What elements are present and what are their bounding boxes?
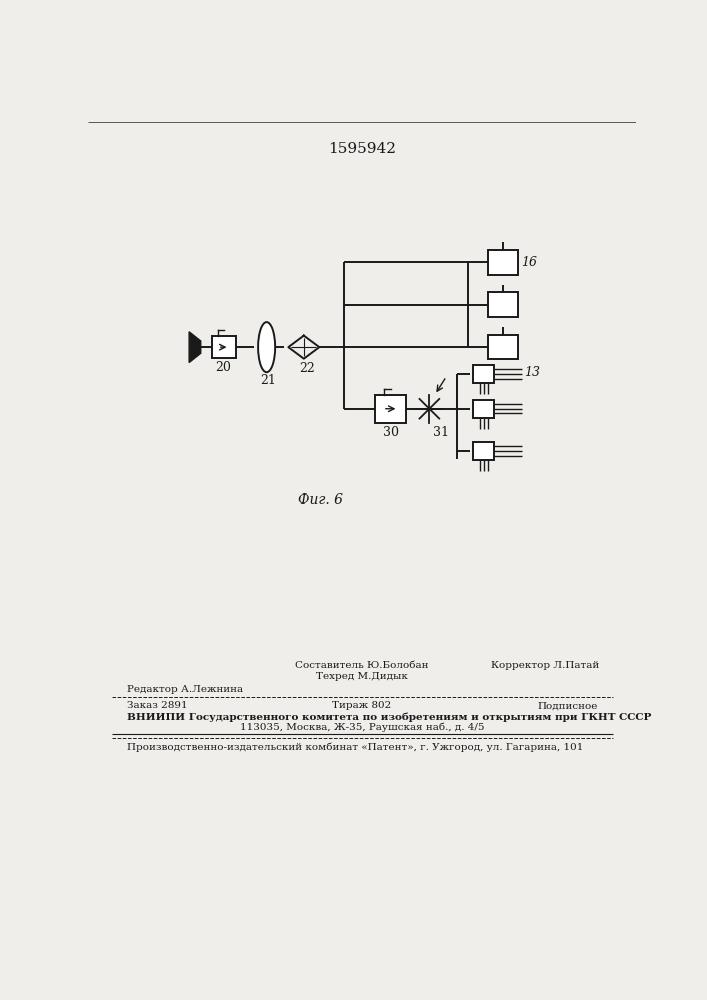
Text: 30: 30 — [383, 426, 399, 439]
Text: 1595942: 1595942 — [328, 142, 396, 156]
Text: Производственно-издательский комбинат «Патент», г. Ужгород, ул. Гагарина, 101: Производственно-издательский комбинат «П… — [127, 742, 583, 752]
Text: Тираж 802: Тираж 802 — [332, 701, 392, 710]
Bar — [489, 250, 518, 275]
Text: 21: 21 — [260, 374, 276, 387]
Text: ВНИИПИ Государственного комитета по изобретениям и открытиям при ГКНТ СССР: ВНИИПИ Государственного комитета по изоб… — [127, 712, 651, 722]
Text: Заказ 2891: Заказ 2891 — [127, 701, 188, 710]
Text: 31: 31 — [433, 426, 449, 439]
Text: 113035, Москва, Ж-35, Раушская наб., д. 4/5: 113035, Москва, Ж-35, Раушская наб., д. … — [240, 722, 484, 732]
Text: Составитель Ю.Болобан: Составитель Ю.Болобан — [296, 661, 428, 670]
Text: Редактор А.Лежнина: Редактор А.Лежнина — [127, 685, 243, 694]
Text: Фиг. 6: Фиг. 6 — [298, 493, 343, 507]
Bar — [473, 400, 494, 418]
Polygon shape — [189, 332, 201, 363]
Bar — [212, 336, 235, 358]
Bar — [473, 442, 494, 460]
Ellipse shape — [258, 322, 275, 372]
Text: Подписное: Подписное — [538, 701, 598, 710]
Bar — [473, 365, 494, 383]
Text: Техред М.Дидык: Техред М.Дидык — [316, 672, 408, 681]
Bar — [489, 335, 518, 359]
Text: Корректор Л.Патай: Корректор Л.Патай — [491, 661, 600, 670]
Text: 22: 22 — [299, 362, 315, 375]
Bar — [375, 395, 406, 423]
Text: 13: 13 — [524, 366, 540, 379]
Text: 16: 16 — [522, 256, 537, 269]
Bar — [489, 292, 518, 317]
Text: 20: 20 — [215, 361, 230, 374]
